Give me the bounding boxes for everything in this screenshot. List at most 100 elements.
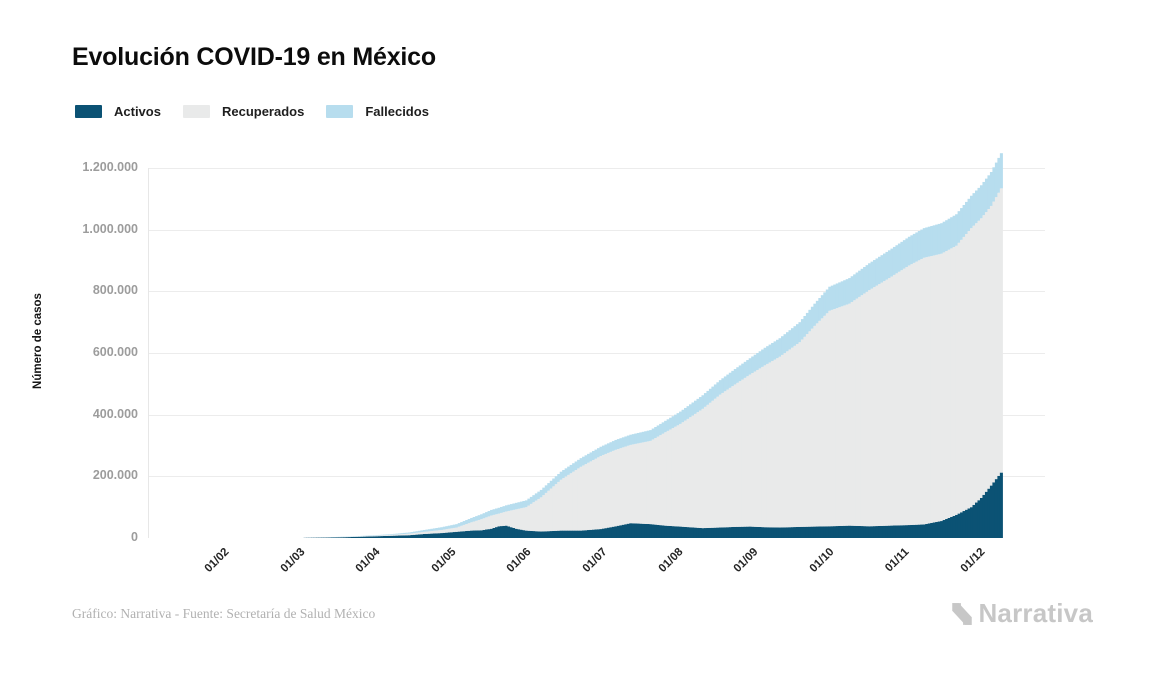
fallecidos-bar bbox=[502, 506, 506, 513]
fallecidos-bar bbox=[684, 407, 688, 421]
recuperados-bar bbox=[609, 451, 613, 528]
activos-bar bbox=[330, 537, 334, 538]
fallecidos-bar bbox=[820, 295, 824, 319]
recuperados-bar bbox=[940, 253, 944, 522]
activos-bar bbox=[383, 536, 387, 538]
activos-bar bbox=[358, 536, 362, 538]
recuperados-bar bbox=[895, 273, 899, 526]
recuperados-bar bbox=[634, 443, 638, 524]
activos-bar bbox=[398, 535, 402, 538]
recuperados-bar bbox=[674, 426, 678, 527]
fallecidos-bar bbox=[875, 258, 879, 286]
recuperados-bar bbox=[430, 531, 434, 534]
activos-bar bbox=[902, 525, 906, 538]
recuperados-bar bbox=[741, 379, 745, 527]
recuperados-bar bbox=[748, 374, 752, 527]
activos-bar bbox=[487, 529, 491, 538]
fallecidos-bar bbox=[440, 527, 444, 530]
activos-bar bbox=[373, 536, 377, 538]
fallecidos-bar bbox=[766, 346, 770, 364]
activos-bar bbox=[475, 530, 479, 538]
fallecidos-bar bbox=[475, 516, 479, 521]
activos-bar bbox=[522, 530, 526, 538]
fallecidos-bar bbox=[420, 530, 424, 533]
activos-bar bbox=[781, 527, 785, 538]
recuperados-bar bbox=[773, 359, 777, 528]
recuperados-bar bbox=[592, 460, 596, 530]
activos-bar bbox=[895, 525, 899, 538]
activos-bar bbox=[887, 525, 891, 538]
activos-bar bbox=[679, 526, 683, 538]
activos-bar bbox=[470, 530, 474, 538]
narrativa-logo-icon bbox=[952, 602, 973, 625]
activos-bar bbox=[957, 513, 961, 538]
fallecidos-bar bbox=[965, 201, 969, 234]
fallecidos-bar bbox=[825, 289, 829, 314]
activos-bar bbox=[542, 531, 546, 538]
activos-bar bbox=[363, 536, 367, 538]
fallecidos-bar bbox=[470, 517, 474, 523]
fallecidos-bar bbox=[604, 444, 608, 454]
activos-bar bbox=[746, 526, 750, 538]
activos-bar bbox=[753, 526, 757, 538]
fallecidos-bar bbox=[544, 485, 548, 493]
recuperados-bar bbox=[703, 406, 707, 529]
recuperados-bar bbox=[830, 309, 834, 527]
fallecidos-bar bbox=[465, 520, 469, 525]
recuperados-bar bbox=[442, 529, 446, 533]
recuperados-bar bbox=[684, 420, 688, 527]
y-tick-label: 600.000 bbox=[92, 345, 138, 359]
recuperados-bar bbox=[492, 514, 496, 528]
activos-bar bbox=[390, 535, 394, 538]
recuperados-bar bbox=[855, 298, 859, 526]
recuperados-bar bbox=[795, 344, 799, 527]
activos-bar bbox=[539, 531, 543, 538]
recuperados-bar bbox=[708, 402, 712, 528]
activos-bar bbox=[646, 524, 650, 538]
fallecidos-bar bbox=[885, 251, 889, 280]
activos-bar bbox=[813, 526, 817, 538]
fallecidos-bar bbox=[485, 512, 489, 518]
fallecidos-bar bbox=[589, 452, 593, 462]
activos-bar bbox=[915, 524, 919, 538]
fallecidos-bar bbox=[450, 525, 454, 529]
activos-bar bbox=[534, 531, 538, 538]
fallecidos-bar bbox=[636, 432, 640, 444]
activos-bar bbox=[870, 526, 874, 538]
activos-bar bbox=[393, 535, 397, 538]
activos-bar bbox=[674, 526, 678, 538]
activos-bar bbox=[552, 530, 556, 538]
fallecidos-bar bbox=[584, 455, 588, 465]
recuperados-bar bbox=[733, 384, 737, 527]
activos-bar bbox=[569, 530, 573, 538]
recuperados-bar bbox=[701, 408, 705, 529]
recuperados-bar bbox=[840, 306, 844, 526]
activos-bar bbox=[616, 525, 620, 538]
recuperados-bar bbox=[721, 392, 725, 528]
fallecidos-bar bbox=[504, 505, 509, 512]
fallecidos-bar bbox=[882, 253, 887, 282]
recuperados-bar bbox=[917, 260, 921, 525]
fallecidos-bar bbox=[651, 428, 655, 440]
recuperados-bar bbox=[495, 514, 499, 528]
activos-bar bbox=[452, 532, 456, 538]
activos-bar bbox=[748, 526, 752, 538]
recuperados-swatch-icon bbox=[182, 105, 210, 118]
fallecidos-bar bbox=[982, 181, 986, 216]
activos-bar bbox=[338, 537, 342, 538]
recuperados-bar bbox=[567, 474, 571, 531]
fallecidos-bar bbox=[559, 471, 563, 480]
y-tick-label: 200.000 bbox=[92, 468, 138, 483]
activos-bar bbox=[845, 525, 849, 538]
activos-bar bbox=[952, 515, 956, 538]
activos-bar bbox=[878, 525, 882, 538]
fallecidos-bar bbox=[992, 167, 996, 202]
activos-bar bbox=[671, 526, 675, 538]
recuperados-bar bbox=[649, 440, 653, 525]
activos-bar bbox=[897, 525, 901, 538]
recuperados-bar bbox=[751, 373, 755, 527]
fallecidos-bar bbox=[917, 231, 921, 261]
activos-bar bbox=[708, 527, 712, 538]
activos-bar bbox=[589, 529, 593, 538]
recuperados-bar bbox=[534, 500, 538, 532]
